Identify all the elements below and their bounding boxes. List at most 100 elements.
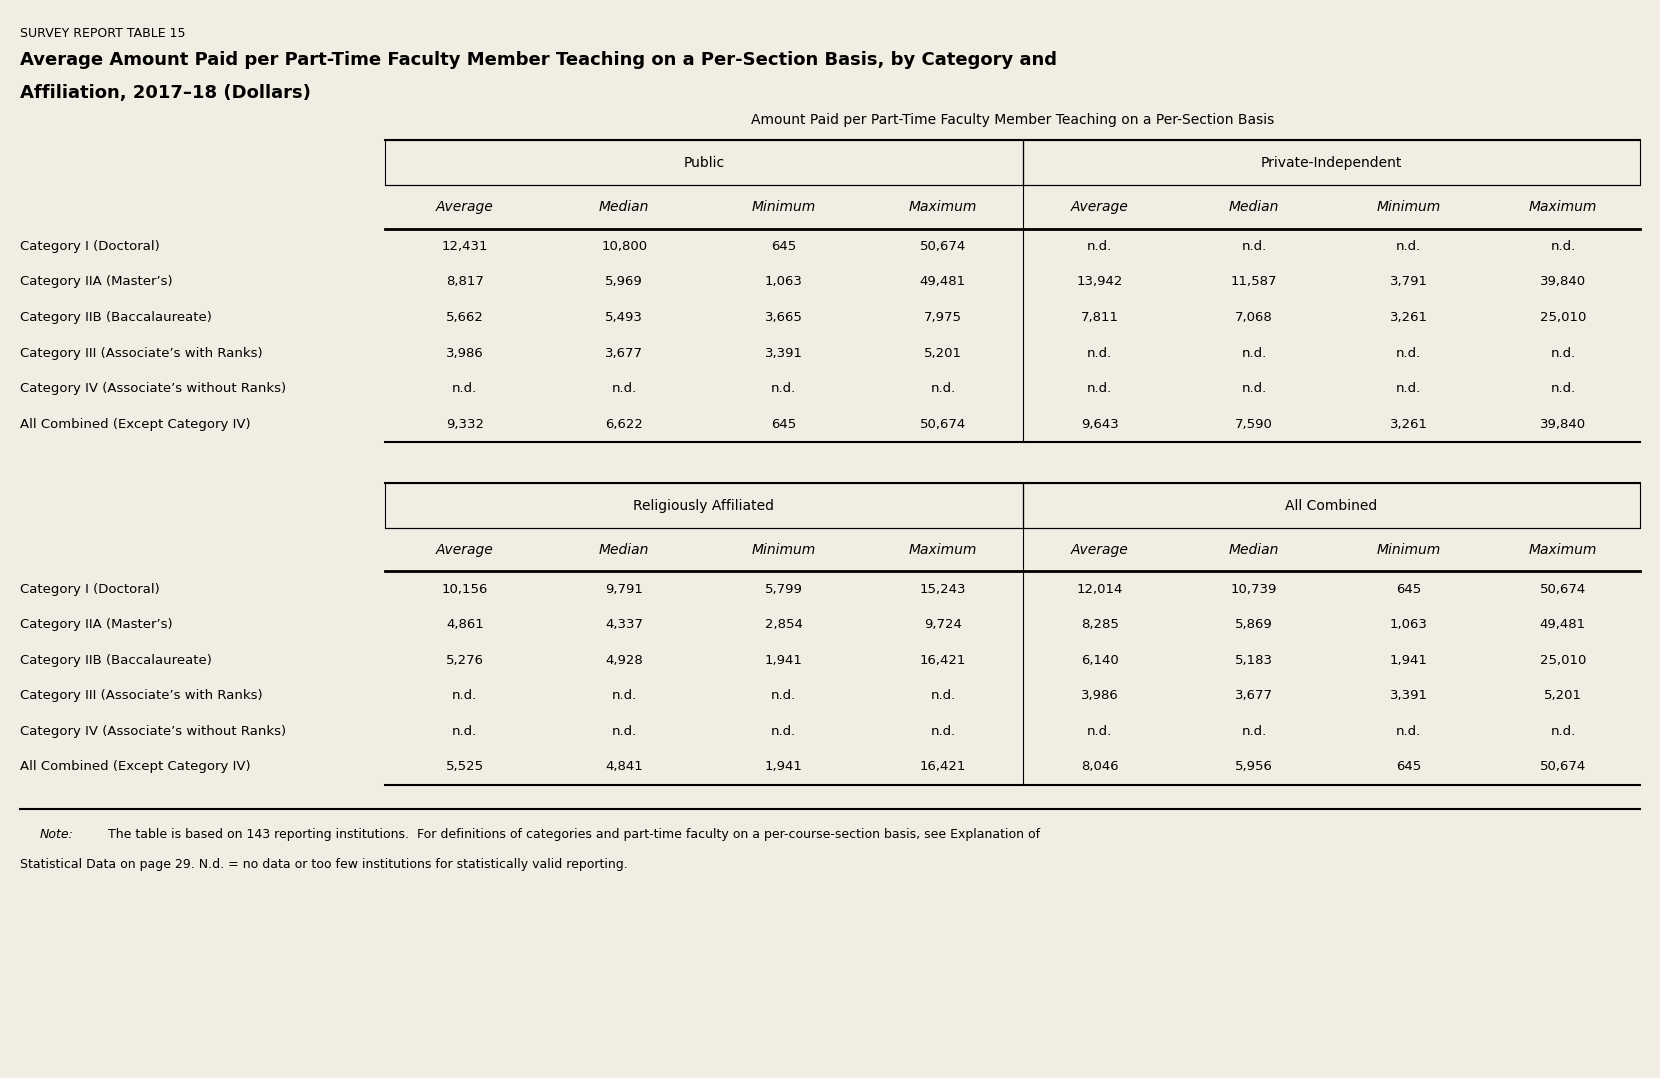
- Text: 5,799: 5,799: [765, 582, 802, 596]
- Text: Average: Average: [437, 201, 493, 213]
- Text: 49,481: 49,481: [1540, 618, 1585, 632]
- Text: 645: 645: [770, 417, 797, 431]
- Text: 4,928: 4,928: [606, 653, 642, 667]
- Text: Maximum: Maximum: [908, 201, 978, 213]
- Text: 1,941: 1,941: [765, 760, 802, 774]
- Text: All Combined (Except Category IV): All Combined (Except Category IV): [20, 760, 251, 774]
- Text: 1,063: 1,063: [765, 275, 802, 289]
- Text: n.d.: n.d.: [611, 689, 637, 703]
- Text: 3,261: 3,261: [1389, 310, 1428, 324]
- Text: n.d.: n.d.: [611, 724, 637, 738]
- Text: Affiliation, 2017–18 (Dollars): Affiliation, 2017–18 (Dollars): [20, 84, 310, 102]
- Bar: [385, 140, 1023, 185]
- Text: n.d.: n.d.: [611, 382, 637, 396]
- Text: 3,677: 3,677: [606, 346, 642, 360]
- Text: Maximum: Maximum: [908, 543, 978, 556]
- Text: 7,590: 7,590: [1235, 417, 1273, 431]
- Text: 16,421: 16,421: [920, 760, 966, 774]
- Text: n.d.: n.d.: [1242, 724, 1267, 738]
- Text: 5,869: 5,869: [1235, 618, 1273, 632]
- Text: 3,391: 3,391: [765, 346, 802, 360]
- Text: n.d.: n.d.: [1396, 346, 1421, 360]
- Text: 3,261: 3,261: [1389, 417, 1428, 431]
- Text: 7,811: 7,811: [1081, 310, 1119, 324]
- Text: Category IIA (Master’s): Category IIA (Master’s): [20, 618, 173, 632]
- Text: 3,791: 3,791: [1389, 275, 1428, 289]
- Text: 6,140: 6,140: [1081, 653, 1119, 667]
- Text: n.d.: n.d.: [1087, 239, 1112, 253]
- Text: 5,493: 5,493: [606, 310, 642, 324]
- Text: Category IIA (Master’s): Category IIA (Master’s): [20, 275, 173, 289]
- Text: 9,332: 9,332: [447, 417, 483, 431]
- Text: 5,183: 5,183: [1235, 653, 1273, 667]
- Text: 5,201: 5,201: [925, 346, 961, 360]
- Text: Private-Independent: Private-Independent: [1260, 156, 1403, 169]
- Text: Minimum: Minimum: [1376, 201, 1441, 213]
- Text: Minimum: Minimum: [752, 201, 815, 213]
- Text: Category III (Associate’s with Ranks): Category III (Associate’s with Ranks): [20, 346, 262, 360]
- Text: 12,431: 12,431: [442, 239, 488, 253]
- Text: n.d.: n.d.: [1550, 724, 1575, 738]
- Text: 645: 645: [1396, 760, 1421, 774]
- Text: n.d.: n.d.: [1550, 346, 1575, 360]
- Text: 39,840: 39,840: [1540, 417, 1585, 431]
- Text: 49,481: 49,481: [920, 275, 966, 289]
- Text: 25,010: 25,010: [1540, 653, 1585, 667]
- Text: 2,854: 2,854: [765, 618, 802, 632]
- Text: n.d.: n.d.: [770, 689, 797, 703]
- Bar: [1023, 140, 1640, 185]
- Text: Average: Average: [437, 543, 493, 556]
- Text: n.d.: n.d.: [452, 724, 478, 738]
- Text: 25,010: 25,010: [1540, 310, 1585, 324]
- Text: n.d.: n.d.: [1550, 382, 1575, 396]
- Text: n.d.: n.d.: [930, 689, 956, 703]
- Text: 3,986: 3,986: [447, 346, 483, 360]
- Text: Minimum: Minimum: [752, 543, 815, 556]
- Text: Median: Median: [1228, 543, 1280, 556]
- Text: Category IV (Associate’s without Ranks): Category IV (Associate’s without Ranks): [20, 724, 286, 738]
- Text: n.d.: n.d.: [1396, 382, 1421, 396]
- Text: 7,068: 7,068: [1235, 310, 1273, 324]
- Text: 9,791: 9,791: [606, 582, 642, 596]
- Text: 5,969: 5,969: [606, 275, 642, 289]
- Text: 10,156: 10,156: [442, 582, 488, 596]
- Text: Median: Median: [1228, 201, 1280, 213]
- Text: Median: Median: [599, 543, 649, 556]
- Text: n.d.: n.d.: [770, 724, 797, 738]
- Text: 4,841: 4,841: [606, 760, 642, 774]
- Text: 1,941: 1,941: [765, 653, 802, 667]
- Text: 645: 645: [1396, 582, 1421, 596]
- Text: n.d.: n.d.: [1087, 724, 1112, 738]
- Text: 9,643: 9,643: [1081, 417, 1119, 431]
- Text: 39,840: 39,840: [1540, 275, 1585, 289]
- Text: n.d.: n.d.: [1242, 382, 1267, 396]
- Text: Average: Average: [1071, 201, 1129, 213]
- Text: 11,587: 11,587: [1230, 275, 1278, 289]
- Text: Category IIB (Baccalaureate): Category IIB (Baccalaureate): [20, 310, 212, 324]
- Text: 3,665: 3,665: [765, 310, 802, 324]
- Text: n.d.: n.d.: [1242, 239, 1267, 253]
- Text: SURVEY REPORT TABLE 15: SURVEY REPORT TABLE 15: [20, 27, 186, 40]
- Text: Public: Public: [684, 156, 724, 169]
- Text: 10,739: 10,739: [1232, 582, 1277, 596]
- Text: Category I (Doctoral): Category I (Doctoral): [20, 239, 159, 253]
- Text: Amount Paid per Part-Time Faculty Member Teaching on a Per-Section Basis: Amount Paid per Part-Time Faculty Member…: [750, 113, 1275, 127]
- Text: 16,421: 16,421: [920, 653, 966, 667]
- Text: Maximum: Maximum: [1529, 543, 1597, 556]
- Text: 50,674: 50,674: [1540, 760, 1585, 774]
- Text: 7,975: 7,975: [925, 310, 961, 324]
- Bar: [385, 483, 1023, 528]
- Text: 1,941: 1,941: [1389, 653, 1428, 667]
- Text: 5,525: 5,525: [447, 760, 483, 774]
- Text: 8,817: 8,817: [447, 275, 483, 289]
- Text: Median: Median: [599, 201, 649, 213]
- Text: 645: 645: [770, 239, 797, 253]
- Text: n.d.: n.d.: [1550, 239, 1575, 253]
- Text: 8,046: 8,046: [1081, 760, 1119, 774]
- Text: 1,063: 1,063: [1389, 618, 1428, 632]
- Text: n.d.: n.d.: [770, 382, 797, 396]
- Text: n.d.: n.d.: [1087, 382, 1112, 396]
- Text: n.d.: n.d.: [1087, 346, 1112, 360]
- Text: 50,674: 50,674: [920, 417, 966, 431]
- Text: n.d.: n.d.: [1396, 239, 1421, 253]
